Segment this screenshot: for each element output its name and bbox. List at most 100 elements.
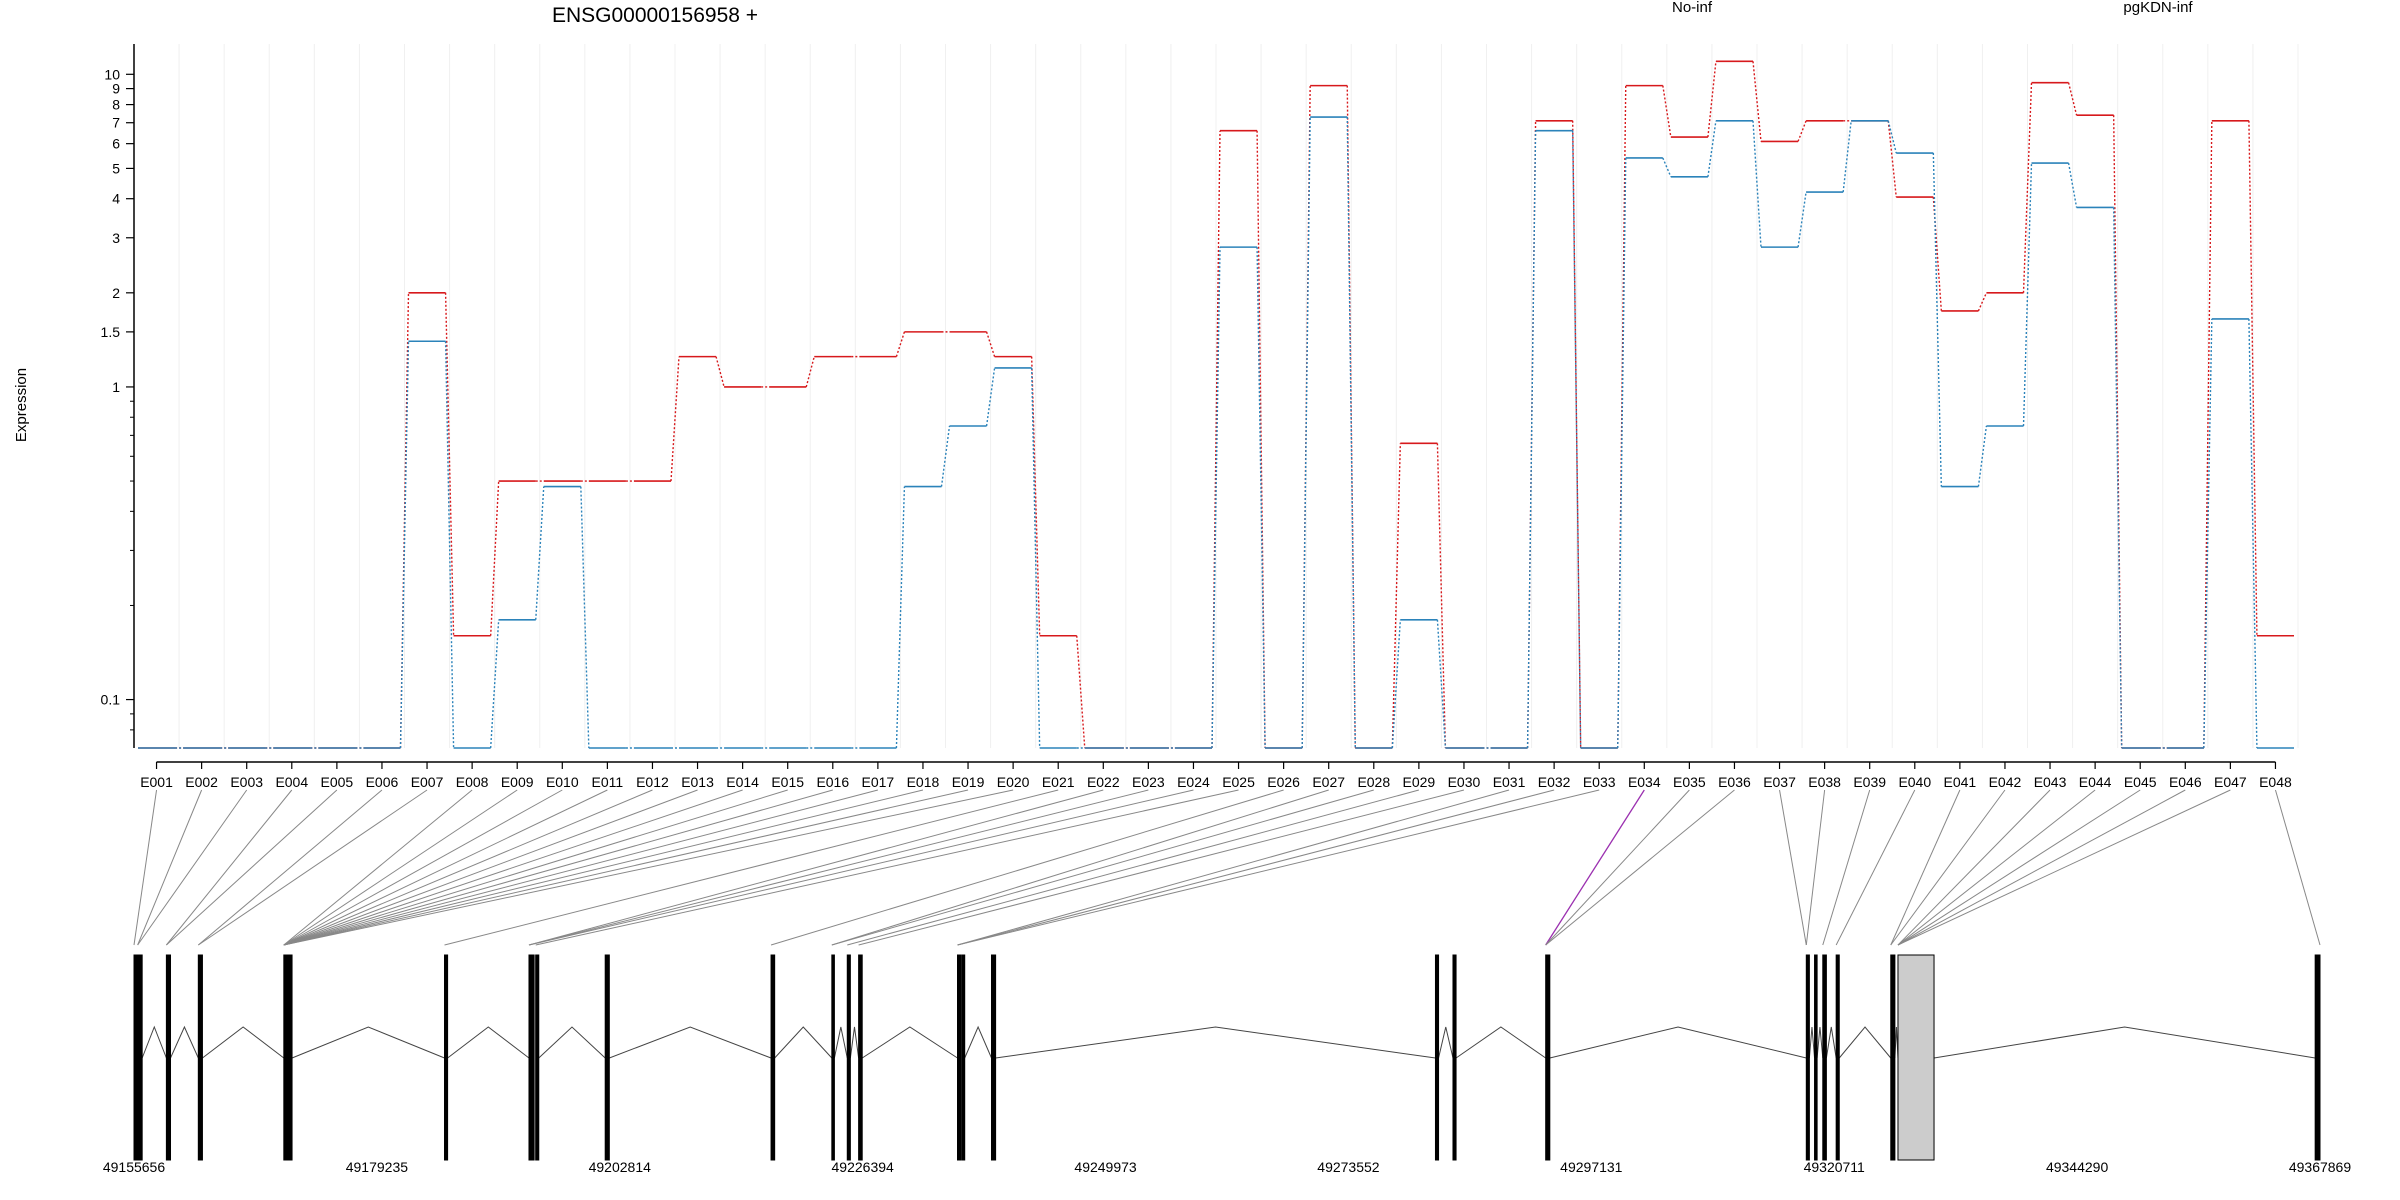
exon (165, 954, 172, 1161)
connector (1779, 789, 1807, 946)
series-transition (1887, 120, 1897, 154)
x-tick-label-e038: E038 (1808, 774, 1841, 790)
coordinate-label: 49367869 (2289, 1159, 2352, 1175)
connector (528, 789, 1149, 946)
coordinate-label: 49320711 (1804, 1159, 1865, 1175)
series-lines (138, 60, 2294, 749)
x-tick-label-e033: E033 (1583, 774, 1616, 790)
connector (283, 789, 608, 946)
exon (133, 954, 139, 1161)
intron (995, 1026, 1436, 1059)
x-tick-label-e005: E005 (321, 774, 354, 790)
intron (1549, 1026, 1807, 1059)
connector (198, 789, 428, 946)
connector (283, 789, 1014, 946)
connector (1835, 789, 1916, 946)
intron (1933, 1026, 2316, 1059)
connector (858, 789, 1465, 946)
x-tick-label-e029: E029 (1403, 774, 1436, 790)
intron (141, 1025, 167, 1059)
series-transition (1977, 292, 1988, 312)
series-transition (805, 356, 815, 388)
series-transition (489, 481, 500, 636)
series-transition (1436, 443, 1447, 749)
intron (1808, 1026, 1816, 1059)
x-tick-label-e003: E003 (230, 774, 263, 790)
series-transition (1932, 196, 1943, 312)
x-tick-label-e012: E012 (636, 774, 669, 790)
x-tick-label-e022: E022 (1087, 774, 1120, 790)
x-tick-label-e017: E017 (862, 774, 895, 790)
y-tick-label: 7 (112, 115, 120, 131)
series-pgkdn-inf (138, 116, 2294, 749)
exon (137, 954, 143, 1161)
exon (444, 954, 449, 1161)
x-tick-label-e032: E032 (1538, 774, 1571, 790)
series-transition (2067, 82, 2078, 116)
intron (1894, 1026, 1899, 1059)
series-transition (1256, 247, 1266, 749)
connector (535, 789, 1239, 946)
connector (831, 789, 1329, 946)
series-transition (715, 356, 725, 388)
connector (197, 789, 383, 946)
series-transition (1211, 247, 1221, 749)
exon (990, 954, 997, 1161)
connector (283, 789, 969, 946)
series-transition (670, 356, 680, 482)
y-tick-label: 9 (112, 81, 120, 97)
exon (858, 954, 863, 1161)
connector (1897, 789, 2141, 946)
x-tick-label-e021: E021 (1042, 774, 1075, 790)
exon (831, 954, 835, 1161)
x-tick-label-e042: E042 (1989, 774, 2022, 790)
connector (283, 789, 653, 946)
x-tick-label-e027: E027 (1312, 774, 1345, 790)
series-transition (2067, 162, 2078, 208)
x-tick-label-e023: E023 (1132, 774, 1165, 790)
y-tick-label: 1.5 (101, 324, 121, 340)
connector (957, 789, 1600, 946)
intron (1816, 1026, 1824, 1059)
connector (1890, 789, 1961, 946)
connector (1545, 789, 1735, 946)
series-transition (985, 331, 996, 357)
x-tick-label-e048: E048 (2259, 774, 2292, 790)
x-tick-label-e036: E036 (1718, 774, 1751, 790)
coordinate-label: 49344290 (2046, 1159, 2109, 1175)
connector (1545, 789, 1645, 946)
coordinate-label: 49297131 (1560, 1159, 1623, 1175)
connector (1890, 789, 2006, 946)
y-tick-label: 8 (112, 97, 120, 113)
series-transition (1391, 443, 1402, 749)
x-tick-label-e015: E015 (771, 774, 804, 790)
exon (535, 954, 540, 1161)
intron (833, 1026, 848, 1059)
exon (1897, 954, 1935, 1161)
x-tick-label-e040: E040 (1898, 774, 1931, 790)
y-tick-label: 3 (112, 230, 120, 246)
connector (283, 789, 698, 946)
series-transition (1887, 120, 1897, 198)
connector (283, 789, 518, 946)
series-transition (1707, 61, 1717, 138)
connector (283, 789, 473, 946)
intron (447, 1026, 530, 1059)
x-tick-label-e002: E002 (185, 774, 218, 790)
x-tick-label-e041: E041 (1944, 774, 1977, 790)
connector (847, 789, 1420, 946)
series-transition (2022, 82, 2033, 293)
intron (538, 1026, 606, 1059)
connector (166, 789, 338, 946)
exon (846, 954, 851, 1161)
connector (283, 789, 924, 946)
exon (1545, 954, 1551, 1161)
exon (288, 954, 293, 1161)
x-tick-label-e018: E018 (907, 774, 940, 790)
y-axis-label: Expression (13, 368, 30, 442)
x-tick-label-e037: E037 (1763, 774, 1796, 790)
legend-no-inf: No-inf (1672, 0, 1713, 16)
series-transition (1030, 356, 1041, 636)
x-tick-label-e019: E019 (952, 774, 985, 790)
